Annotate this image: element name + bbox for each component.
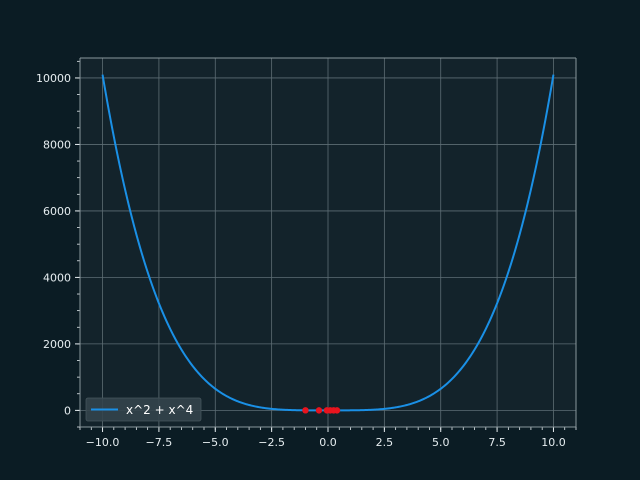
x-tick-label: 5.0 — [432, 436, 450, 449]
y-tick-label: 0 — [64, 404, 71, 417]
x-tick-label: −7.5 — [146, 436, 173, 449]
y-tick-label: 2000 — [43, 338, 71, 351]
x-axis: −10.0 −7.5 −5.0 −2.5 0.0 2.5 5.0 7.5 10.0 — [86, 427, 566, 449]
x-tick-label: 7.5 — [488, 436, 506, 449]
x-tick-label: 2.5 — [376, 436, 394, 449]
y-tick-label: 10000 — [36, 72, 71, 85]
y-tick-label: 4000 — [43, 271, 71, 284]
y-tick-label: 6000 — [43, 205, 71, 218]
legend-label: x^2 + x^4 — [126, 403, 193, 417]
x-tick-label: −2.5 — [258, 436, 285, 449]
x-tick-label: −10.0 — [86, 436, 120, 449]
x-tick-label: 0.0 — [319, 436, 337, 449]
data-point — [333, 407, 341, 414]
points-layer — [302, 407, 341, 414]
legend-box — [85, 397, 202, 422]
data-point — [315, 407, 323, 414]
data-point — [302, 407, 309, 414]
x-tick-label: 10.0 — [541, 436, 566, 449]
y-tick-label: 8000 — [43, 138, 71, 151]
y-axis: 0 2000 4000 6000 8000 10000 — [36, 72, 80, 417]
x-tick-label: −5.0 — [202, 436, 229, 449]
axes-spines — [79, 57, 577, 428]
legend: x^2 + x^4 — [85, 397, 202, 422]
